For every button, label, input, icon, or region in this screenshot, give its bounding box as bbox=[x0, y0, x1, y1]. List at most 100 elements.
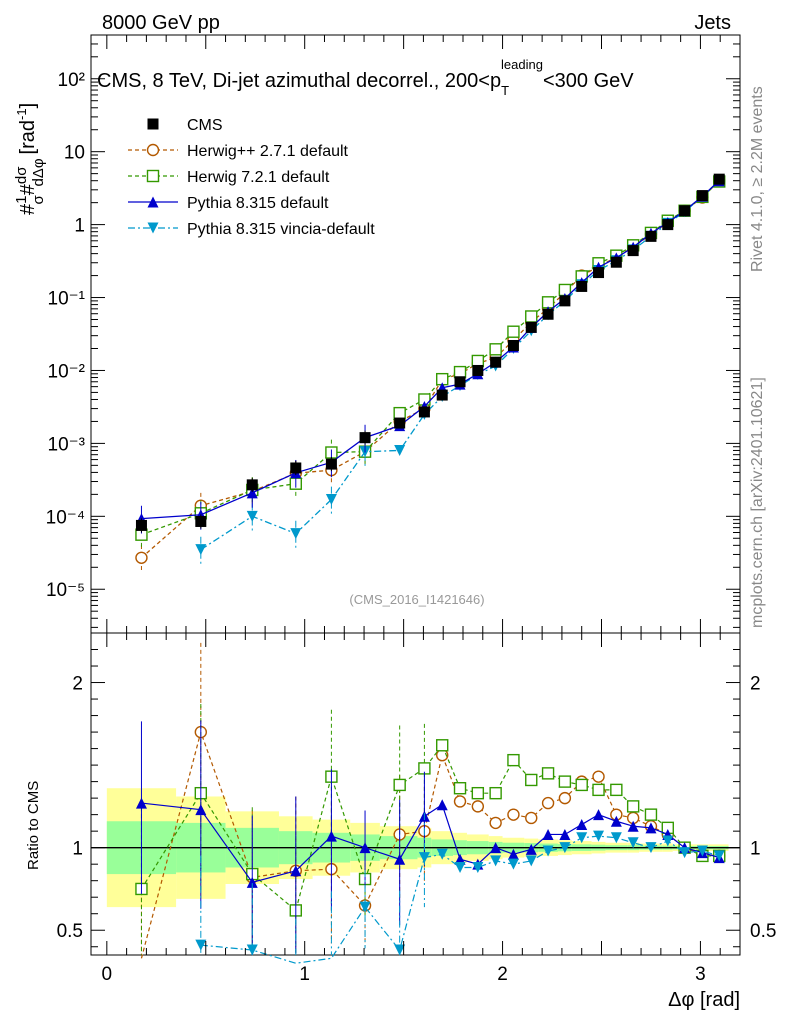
ratio-point bbox=[525, 773, 538, 787]
data-point bbox=[610, 256, 622, 268]
ratio-point bbox=[471, 786, 485, 800]
ratio-y-tick-label-right: 0.5 bbox=[750, 921, 776, 942]
x-tick-label: 3 bbox=[695, 964, 706, 985]
data-point bbox=[135, 551, 148, 564]
data-point bbox=[627, 245, 639, 257]
data-point bbox=[593, 267, 605, 279]
ratio-point bbox=[246, 876, 258, 888]
y-tick-label: 10 bbox=[64, 143, 85, 164]
data-point bbox=[662, 219, 674, 231]
ratio-point bbox=[436, 739, 449, 752]
legend-entry: CMS bbox=[147, 117, 223, 134]
x-axis: 0 1 2 3 bbox=[102, 35, 721, 985]
y-tick-label: 1 bbox=[74, 216, 85, 237]
legend-entry: Herwig++ 2.7.1 default bbox=[128, 143, 349, 160]
ratio-point bbox=[558, 791, 572, 805]
main-ticks: 10⁻⁵ 10⁻⁴ 10⁻³ 10⁻² 10⁻¹ 1 10 10² bbox=[46, 43, 740, 628]
x-axis-label: Δφ [rad] bbox=[668, 989, 740, 1011]
data-point bbox=[359, 432, 371, 444]
legend-marker bbox=[146, 143, 160, 157]
ratio-point bbox=[662, 835, 674, 847]
analysis-id: (CMS_2016_I1421646) bbox=[349, 592, 484, 607]
ratio-point bbox=[541, 767, 555, 780]
ratio-point bbox=[644, 808, 658, 821]
data-point bbox=[325, 494, 337, 506]
ylabel-unit-sup: -1 bbox=[14, 108, 29, 120]
ratio-point bbox=[645, 842, 657, 854]
data-point bbox=[507, 339, 519, 351]
data-point bbox=[246, 487, 258, 499]
data-point bbox=[471, 354, 485, 368]
ratio-point bbox=[453, 782, 467, 795]
ratio-point bbox=[454, 861, 466, 873]
data-point bbox=[454, 376, 466, 388]
data-point bbox=[393, 406, 406, 420]
data-point bbox=[713, 173, 725, 185]
data-point bbox=[436, 389, 448, 401]
ratio-point bbox=[471, 800, 485, 813]
data-point bbox=[394, 444, 406, 456]
ratio-point bbox=[453, 795, 467, 808]
ratio-point bbox=[525, 811, 538, 825]
legend-label: Herwig++ 2.7.1 default bbox=[187, 143, 349, 160]
ylabel-prefix: # bbox=[17, 203, 39, 215]
ratio-point bbox=[454, 853, 466, 865]
ratio-point bbox=[542, 845, 554, 857]
legend-entry: Pythia 8.315 vincia-default bbox=[128, 221, 375, 238]
chart-title-end: <300 GeV bbox=[543, 70, 634, 92]
ratio-series-pythia-8-315-vincia-default bbox=[195, 812, 725, 964]
ratio-point bbox=[359, 901, 371, 913]
ratio-point bbox=[626, 800, 640, 813]
category-label: Jets bbox=[694, 12, 731, 34]
ratio-point bbox=[507, 858, 519, 870]
svg-text:#1σ#dσdΔφ[rad-1]: #1σ#dσdΔφ[rad-1] bbox=[13, 103, 47, 215]
data-point bbox=[290, 462, 302, 474]
ratio-point bbox=[359, 842, 371, 854]
ratio-point bbox=[627, 820, 639, 832]
y-tick-label: 10⁻² bbox=[48, 361, 86, 382]
ratio-point bbox=[394, 944, 406, 956]
ratio-point bbox=[418, 852, 430, 864]
x-tick-label: 1 bbox=[299, 964, 310, 985]
ratio-point bbox=[507, 753, 520, 767]
ratio-y-tick-label: 0.5 bbox=[57, 921, 83, 942]
x-tick-label: 2 bbox=[497, 964, 508, 985]
data-point bbox=[541, 296, 555, 309]
ylabel-frac2-den: dΔφ bbox=[30, 158, 47, 186]
ratio-point bbox=[135, 797, 147, 809]
ratio-point bbox=[713, 850, 725, 862]
ratio-point bbox=[490, 842, 502, 854]
data-point bbox=[507, 325, 520, 338]
x-tick-label: 0 bbox=[102, 964, 113, 985]
data-point bbox=[525, 310, 538, 323]
data-point bbox=[290, 528, 302, 540]
ratio-point bbox=[436, 848, 448, 860]
ratio-point bbox=[507, 808, 520, 821]
ratio-frame bbox=[90, 632, 741, 956]
ratio-point bbox=[290, 865, 302, 877]
data-point bbox=[246, 479, 258, 491]
ratio-point bbox=[610, 832, 622, 844]
ratio-point bbox=[593, 809, 605, 821]
ratio-point bbox=[559, 842, 571, 854]
ylabel-prefix2: # bbox=[17, 183, 39, 195]
ratio-ticks: 0.5 0.5 1 1 2 2 bbox=[57, 649, 776, 948]
y-axis-label: #1σ#dσdΔφ[rad-1] bbox=[13, 103, 47, 215]
data-point bbox=[472, 364, 484, 376]
ratio-point bbox=[575, 778, 588, 792]
data-point bbox=[525, 321, 537, 333]
y-tick-label: 10² bbox=[58, 70, 85, 91]
chart-title-sup: leading bbox=[501, 57, 543, 72]
rivet-label: Rivet 4.1.0, ≥ 2.2M events bbox=[749, 86, 766, 272]
ratio-y-tick-label-right: 2 bbox=[750, 674, 761, 695]
ratio-point bbox=[593, 830, 605, 842]
chart-title-main: CMS, 8 TeV, Di-jet azimuthal decorrel., … bbox=[97, 70, 501, 92]
ratio-point bbox=[489, 816, 502, 830]
ratio-point bbox=[525, 855, 537, 867]
y-tick-label: 10⁻³ bbox=[48, 434, 86, 455]
ylabel-frac1-den: σ bbox=[30, 195, 47, 205]
ratio-point bbox=[195, 804, 207, 816]
chart-title: CMS, 8 TeV, Di-jet azimuthal decorrel., … bbox=[97, 57, 634, 98]
energy-label: 8000 GeV pp bbox=[102, 12, 220, 34]
